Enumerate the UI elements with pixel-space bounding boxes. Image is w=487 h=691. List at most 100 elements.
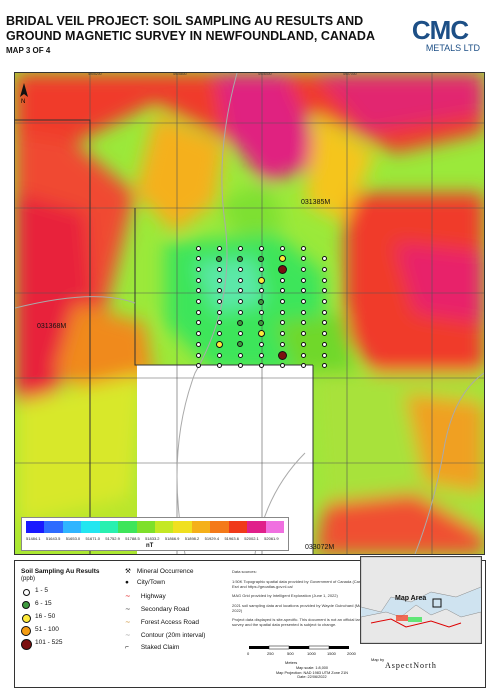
sample-point[interactable]	[279, 245, 285, 251]
scale-tick-label: 1500	[327, 651, 336, 656]
sample-point[interactable]	[216, 277, 222, 283]
sample-point[interactable]	[258, 245, 264, 251]
sample-point[interactable]	[237, 277, 243, 283]
inset-map[interactable]: Map Area	[360, 556, 482, 644]
sample-point[interactable]	[216, 363, 222, 369]
sample-point[interactable]	[300, 288, 306, 294]
sample-point[interactable]	[195, 331, 201, 337]
colorbar-tick-label: 51643.5	[45, 536, 61, 541]
sample-point[interactable]	[237, 341, 243, 348]
sample-point[interactable]	[258, 309, 264, 315]
sample-point[interactable]	[279, 309, 285, 315]
sample-point[interactable]	[195, 245, 201, 251]
sample-point[interactable]	[279, 320, 285, 326]
top-tick-3: 4906400	[258, 72, 272, 76]
sample-point[interactable]	[321, 277, 327, 283]
sample-point[interactable]	[195, 363, 201, 369]
sample-point[interactable]	[237, 309, 243, 315]
sample-point[interactable]	[258, 266, 264, 272]
sample-point[interactable]	[195, 266, 201, 272]
sample-point[interactable]	[300, 331, 306, 337]
sample-point[interactable]	[258, 255, 264, 262]
sample-point[interactable]	[216, 245, 222, 251]
sample-point[interactable]	[279, 299, 285, 304]
legend-class-swatch	[21, 626, 31, 636]
sample-point[interactable]	[321, 352, 327, 358]
sample-point[interactable]	[278, 255, 286, 263]
colorbar-tick-label: 52002.1	[244, 536, 259, 541]
sample-point[interactable]	[195, 320, 201, 326]
sample-point[interactable]	[195, 352, 201, 358]
sample-point[interactable]	[216, 266, 222, 272]
sample-point[interactable]	[321, 331, 327, 337]
sample-point[interactable]	[300, 309, 306, 315]
map-title: BRIDAL VEIL PROJECT: SOIL SAMPLING AU RE…	[6, 14, 375, 43]
sample-point[interactable]	[237, 255, 243, 262]
sample-point[interactable]	[277, 350, 287, 360]
sample-point[interactable]	[300, 320, 306, 326]
sample-point[interactable]	[195, 288, 201, 294]
legend-class-label: 101 - 525	[35, 639, 63, 646]
sample-point[interactable]	[300, 352, 306, 358]
sample-point[interactable]	[321, 363, 327, 369]
sample-point[interactable]	[300, 245, 306, 251]
secondary-road-icon: ∼	[125, 606, 131, 613]
sample-point[interactable]	[237, 319, 243, 326]
sample-point[interactable]	[215, 340, 223, 348]
sample-point[interactable]	[321, 320, 327, 326]
colorbar-tick-label: 51929.4	[204, 536, 220, 541]
sample-point[interactable]	[237, 288, 243, 294]
logo-sub-text: METALS LTD	[425, 43, 480, 53]
sample-point[interactable]	[258, 298, 264, 305]
sample-point[interactable]	[300, 363, 306, 369]
sample-point[interactable]	[195, 341, 201, 347]
sample-point[interactable]	[321, 299, 327, 304]
sample-point[interactable]	[216, 352, 222, 358]
sample-point[interactable]	[258, 319, 264, 326]
sample-point[interactable]	[237, 245, 243, 251]
sample-point[interactable]	[321, 309, 327, 315]
scale-note-3: Date: 22/06/2022	[297, 675, 327, 679]
sample-point[interactable]	[300, 266, 306, 272]
sample-point[interactable]	[258, 363, 264, 369]
sample-point[interactable]	[237, 363, 243, 369]
sample-point[interactable]	[237, 299, 243, 304]
sample-point[interactable]	[216, 320, 222, 326]
sample-point[interactable]	[279, 341, 285, 347]
sample-point[interactable]	[237, 331, 243, 337]
sample-point[interactable]	[321, 288, 327, 294]
sample-point[interactable]	[216, 255, 222, 262]
map-panel[interactable]: 031385M 031368M 033072M 4905200 4905800 …	[14, 72, 485, 555]
sample-point[interactable]	[216, 299, 222, 304]
sample-point[interactable]	[300, 341, 306, 347]
sample-point[interactable]	[195, 309, 201, 315]
sample-point[interactable]	[300, 277, 306, 283]
sample-point[interactable]	[237, 266, 243, 272]
sample-point[interactable]	[279, 277, 285, 283]
sample-point[interactable]	[216, 288, 222, 294]
legend-secondary-road: ∼ Secondary Road	[125, 606, 190, 613]
sample-point[interactable]	[321, 256, 327, 262]
credit-prefix: Map by	[371, 657, 385, 662]
soil-sample-grid	[193, 243, 327, 383]
sample-point[interactable]	[216, 309, 222, 315]
sample-point[interactable]	[195, 299, 201, 304]
sample-point[interactable]	[300, 256, 306, 262]
sample-point[interactable]	[258, 288, 264, 294]
sample-point[interactable]	[257, 330, 265, 338]
sample-point[interactable]	[216, 331, 222, 337]
sample-point[interactable]	[195, 277, 201, 283]
sample-point[interactable]	[321, 266, 327, 272]
sample-point[interactable]	[321, 341, 327, 347]
sample-point[interactable]	[258, 341, 264, 347]
sample-point[interactable]	[258, 352, 264, 358]
sample-point[interactable]	[279, 331, 285, 337]
sample-point[interactable]	[195, 256, 201, 262]
sample-point[interactable]	[279, 288, 285, 294]
sample-point[interactable]	[300, 299, 306, 304]
colorbar-tick-label: 51898.2	[184, 536, 200, 541]
sample-point[interactable]	[257, 276, 265, 284]
sample-point[interactable]	[279, 363, 285, 369]
sample-point[interactable]	[237, 352, 243, 358]
sample-point[interactable]	[277, 264, 287, 274]
